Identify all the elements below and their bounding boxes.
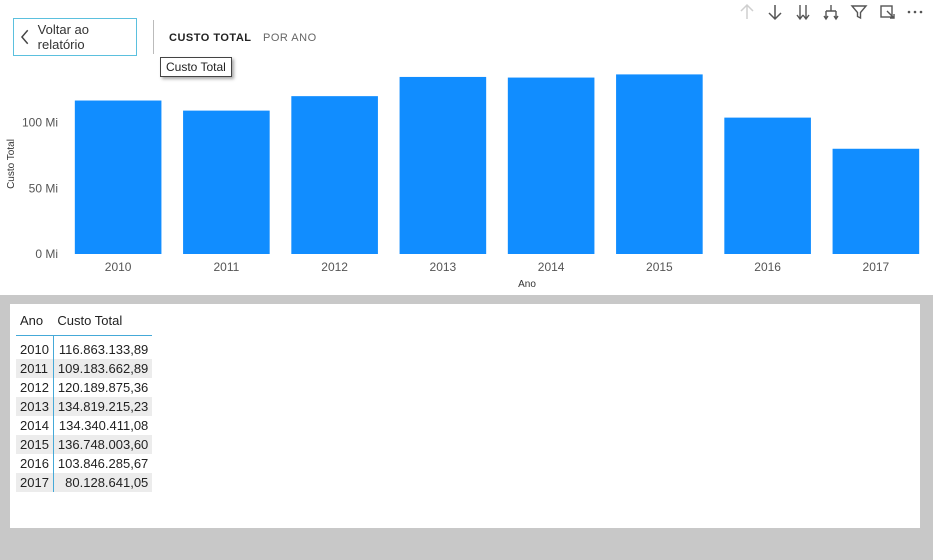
x-tick-label: 2014 bbox=[538, 260, 565, 274]
table-cell-year: 2016 bbox=[20, 456, 49, 471]
table-cell-year: 2012 bbox=[20, 380, 49, 395]
table-cell-value: 80.128.641,05 bbox=[52, 473, 153, 492]
double-arrow-down-icon[interactable] bbox=[793, 2, 813, 22]
more-options-icon[interactable] bbox=[905, 2, 925, 22]
table-cell-year: 2017 bbox=[16, 473, 54, 492]
bar[interactable] bbox=[291, 96, 378, 254]
chevron-left-icon bbox=[20, 29, 29, 45]
bar[interactable] bbox=[507, 77, 595, 254]
x-tick-label: 2016 bbox=[754, 260, 781, 274]
tab-tooltip: Custo Total bbox=[160, 57, 232, 77]
table-cell-value: 103.846.285,67 bbox=[52, 454, 153, 473]
y-axis-title: Custo Total bbox=[6, 139, 17, 189]
header-separator bbox=[153, 20, 154, 54]
x-tick-label: 2017 bbox=[863, 260, 890, 274]
x-tick-label: 2011 bbox=[213, 260, 239, 274]
bar[interactable] bbox=[616, 74, 703, 254]
tab-por-ano[interactable]: POR ANO bbox=[263, 32, 317, 44]
table-header-row: Ano Custo Total bbox=[16, 310, 153, 336]
table-card: Ano Custo Total 2010 116.863.133,89 2011… bbox=[10, 304, 920, 528]
table-cell-year: 2014 bbox=[20, 418, 49, 433]
table-cell-value: 120.189.875,36 bbox=[52, 378, 153, 397]
y-tick-label: 0 Mi bbox=[35, 247, 58, 261]
table-cell-value: 109.183.662,89 bbox=[52, 359, 153, 378]
column-header-custo-total[interactable]: Custo Total bbox=[53, 310, 153, 336]
x-tick-label: 2013 bbox=[430, 260, 457, 274]
back-button-label: Voltar ao relatório bbox=[37, 22, 89, 52]
table-cell-value: 134.340.411,08 bbox=[52, 416, 153, 435]
table-row: 2011 109.183.662,89 bbox=[16, 359, 153, 378]
table-row: 2012 120.189.875,36 bbox=[16, 378, 153, 397]
expand-hierarchy-icon[interactable] bbox=[821, 2, 841, 22]
data-table: Ano Custo Total 2010 116.863.133,89 2011… bbox=[16, 310, 153, 492]
table-row: 2016 103.846.285,67 bbox=[16, 454, 153, 473]
table-cell-year: 2010 bbox=[20, 342, 49, 357]
focus-mode-icon[interactable] bbox=[877, 2, 897, 22]
arrow-down-icon[interactable] bbox=[765, 2, 785, 22]
x-tick-label: 2012 bbox=[321, 260, 348, 274]
table-row: 2014 134.340.411,08 bbox=[16, 416, 153, 435]
bar[interactable] bbox=[183, 110, 270, 255]
bar[interactable] bbox=[832, 148, 920, 254]
arrow-up-icon[interactable] bbox=[737, 2, 757, 22]
bar-chart: 2010 2011 2012 2013 2014 2015 2016 2017 0 Mi 50 M… bbox=[6, 74, 920, 290]
table-cell-value: 116.863.133,89 bbox=[52, 335, 153, 359]
chart-panel: 2010 2011 2012 2013 2014 2015 2016 2017 0 Mi 50 M… bbox=[6, 2, 925, 290]
panel-divider bbox=[0, 295, 933, 304]
y-tick-label: 100 Mi bbox=[22, 116, 58, 130]
y-tick-label: 50 Mi bbox=[29, 181, 58, 195]
bar[interactable] bbox=[399, 76, 487, 254]
bar[interactable] bbox=[724, 117, 811, 254]
x-tick-label: 2015 bbox=[646, 260, 673, 274]
table-row: 2015 136.748.003,60 bbox=[16, 435, 153, 454]
back-to-report-button[interactable]: Voltar ao relatório bbox=[13, 18, 137, 56]
visual-toolbar bbox=[737, 2, 925, 22]
tab-custo-total[interactable]: CUSTO TOTAL bbox=[169, 32, 252, 44]
table-cell-year: 2013 bbox=[16, 397, 54, 416]
x-tick-label: 2010 bbox=[105, 260, 132, 274]
table-cell-value: 134.819.215,23 bbox=[52, 397, 153, 416]
filter-icon[interactable] bbox=[849, 2, 869, 22]
table-cell-value: 136.748.003,60 bbox=[52, 435, 153, 454]
table-row: 2017 80.128.641,05 bbox=[16, 473, 153, 492]
bar[interactable] bbox=[74, 100, 162, 254]
table-cell-year: 2011 bbox=[16, 359, 54, 378]
table-cell-year: 2015 bbox=[16, 435, 54, 454]
table-panel: Ano Custo Total 2010 116.863.133,89 2011… bbox=[0, 304, 933, 560]
x-axis-title: Ano bbox=[518, 279, 536, 290]
table-row: 2010 116.863.133,89 bbox=[16, 335, 153, 359]
table-row: 2013 134.819.215,23 bbox=[16, 397, 153, 416]
column-header-ano[interactable]: Ano bbox=[16, 310, 54, 336]
